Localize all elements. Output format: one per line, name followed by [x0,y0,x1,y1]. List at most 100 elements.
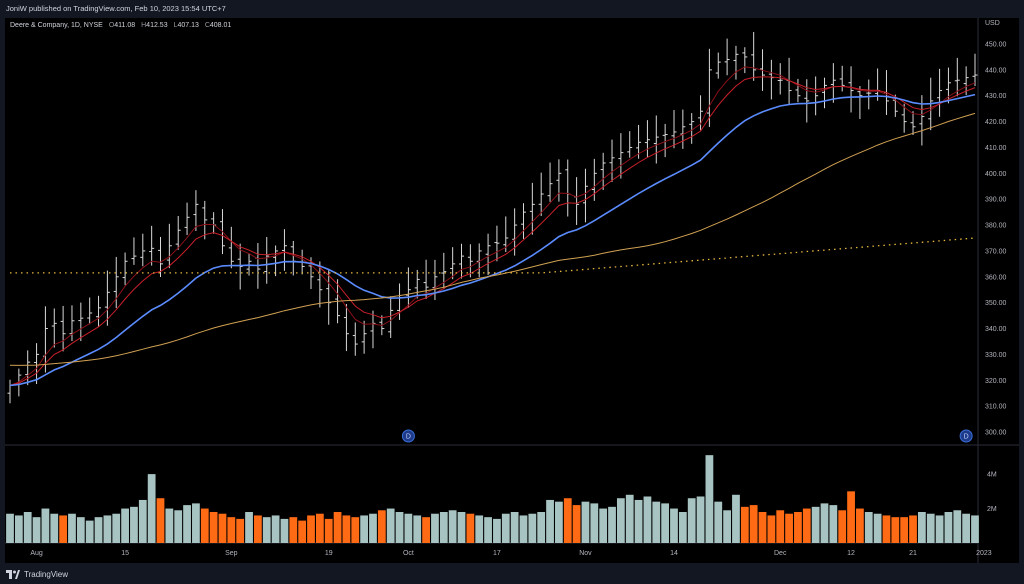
price-tick-label: 390.00 [985,197,1007,204]
ma-line-red [9,76,976,386]
open-value: 411.08 [114,22,136,29]
volume-bar [439,512,448,543]
volume-bar [829,505,838,543]
time-tick-label: Aug [30,550,43,557]
volume-bar [953,510,962,543]
volume-bar [351,517,360,543]
ma-line-dotted [10,237,976,274]
volume-bar [271,515,280,543]
volume-bar [466,513,475,543]
volume-bar [448,510,457,543]
volume-bar [926,513,935,543]
symbol-name: Deere & Company, 1D, NYSE [10,22,103,29]
volume-bar [935,515,944,543]
price-tick-label: 320.00 [985,378,1007,385]
volume-bar [758,512,767,543]
volume-bar [687,498,696,543]
dividend-event-label: D [964,434,969,441]
time-tick-label: Oct [403,550,414,557]
close-label: C [204,22,210,29]
price-tick-label: 300.00 [985,430,1007,437]
price-tick-label: 410.00 [985,145,1007,152]
volume-bar [360,515,369,543]
price-tick-label: 380.00 [985,223,1007,230]
time-tick-label: 12 [847,550,855,557]
price-tick-label: 310.00 [985,404,1007,411]
volume-bar [599,508,608,543]
dividend-event-label: D [406,434,411,441]
volume-bar [209,512,218,543]
volume-bar [581,501,590,543]
volume-bar [493,518,501,543]
volume-bar [200,508,209,543]
volume-bar [112,513,121,543]
volume-bar [315,513,324,543]
volume-bar [510,512,519,543]
publish-text: JoniW published on TradingView.com, Feb … [6,4,226,13]
volume-bar [723,510,731,543]
volume-bar [802,508,811,543]
volume-bar [130,506,138,543]
volume-bar [404,513,413,543]
volume-bar [85,520,94,543]
tradingview-logo[interactable]: TradingView [6,568,68,580]
volume-bar [537,512,546,543]
volume-bar [236,518,245,543]
time-tick-label: 21 [909,550,917,557]
volume-bar [103,515,112,543]
volume-bar [590,503,599,543]
price-tick-label: 430.00 [985,93,1007,100]
volume-bar [289,517,298,543]
volume-bar [705,455,714,543]
currency-label[interactable]: USD [985,20,1000,27]
volume-bar [413,515,422,543]
volume-bar [174,510,183,543]
time-tick-label: Sep [225,550,238,557]
volume-bar [546,499,554,543]
low-value: 407.13 [177,22,199,29]
volume-tick-label: 2M [987,506,997,513]
tradingview-logo-icon [6,569,20,579]
volume-bar [749,505,758,543]
volume-bar [909,515,917,543]
volume-bar [68,513,76,543]
volume-bar [962,513,971,543]
volume-bar [678,512,687,543]
volume-bar [165,508,174,543]
volume-bar [32,517,41,543]
chart-frame[interactable] [5,18,1019,563]
volume-bar [324,518,333,543]
volume-bar [528,513,537,543]
time-tick-label: 2023 [976,550,992,557]
volume-bar [714,501,723,543]
high-value: 412.53 [146,22,168,29]
volume-bar [475,515,484,543]
volume-bar [50,513,59,543]
volume-bar [422,517,430,543]
volume-bar [342,515,351,543]
volume-bar [856,508,864,543]
ma-line-fast [9,66,976,386]
volume-bar [740,506,749,543]
volume-bar [138,499,147,543]
time-tick-label: Dec [774,550,787,557]
volume-bar [307,515,315,543]
bottom-bar: TradingView [0,563,1024,584]
volume-bar [572,505,581,543]
volume-bar [944,512,953,543]
volume-bar [900,517,909,543]
volume-bar [484,517,492,543]
volume-bar [183,505,191,543]
volume-bar [608,506,616,543]
volume-bar [333,512,342,543]
volume-bar [76,517,85,543]
volume-bar [59,515,68,543]
volume-bar [555,501,563,543]
volume-bar [563,498,572,543]
volume-bar [245,512,253,543]
volume-bar [254,515,262,543]
volume-bar [377,510,386,543]
open-label: O [108,22,115,29]
volume-bar [882,515,891,543]
